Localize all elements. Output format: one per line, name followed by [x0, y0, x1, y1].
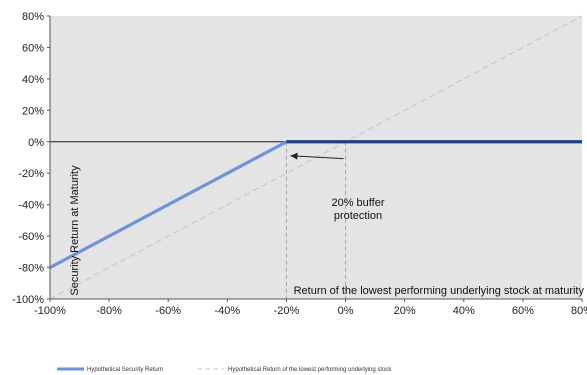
buffer-annotation: 20% buffer protection [290, 152, 385, 222]
y-tick-label: -60% [18, 231, 44, 243]
annotation-arrow [290, 155, 344, 160]
x-tick-label: 20% [394, 305, 416, 317]
legend: Hypothetical Security Return Hypothetica… [57, 367, 392, 373]
x-tick-label: -100% [34, 305, 66, 317]
x-tick-label: 60% [512, 305, 534, 317]
y-tick-label: -40% [18, 200, 44, 212]
y-tick-label: 80% [22, 11, 44, 23]
y-tick-labels: 80% 60% 40% 20% 0% -20% -40% -60% -80% -100% [12, 11, 50, 306]
x-tick-label: -40% [214, 305, 240, 317]
legend-label-security-return: Hypothetical Security Return [87, 367, 163, 373]
x-tick-label: 0% [338, 305, 354, 317]
y-tick-label: 0% [28, 137, 44, 149]
series-segment-security-return-slope [49, 140, 288, 269]
x-axis-label: Return of the lowest performing underlyi… [294, 285, 585, 297]
x-tick-label: 80% [571, 305, 587, 317]
y-tick-label: -100% [12, 294, 44, 306]
x-tick-label: 40% [453, 305, 475, 317]
annotation-text-line2: protection [334, 210, 382, 222]
legend-label-underlying-return: Hypothetical Return of the lowest perfor… [228, 367, 392, 373]
x-tick-label: -60% [155, 305, 181, 317]
y-axis-label: Security Return at Maturity [69, 165, 81, 296]
y-tick-label: -20% [18, 168, 44, 180]
y-tick-label: 40% [22, 74, 44, 86]
y-tick-label: 20% [22, 105, 44, 117]
y-tick-label: -80% [18, 263, 44, 275]
x-tick-label: -20% [274, 305, 300, 317]
y-tick-label: 60% [22, 42, 44, 54]
x-tick-labels: -100% -80% -60% -40% -20% 0% 20% 40% 60% 80% [34, 299, 587, 317]
x-tick-label: -80% [96, 305, 122, 317]
annotation-arrowhead [290, 152, 298, 160]
annotation-text-line1: 20% buffer [331, 197, 384, 209]
